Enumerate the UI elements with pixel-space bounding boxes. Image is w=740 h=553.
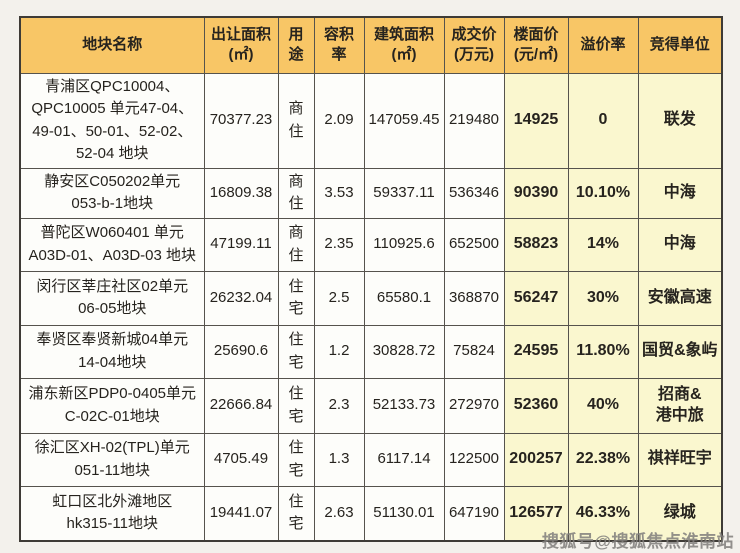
cell-floor-price: 52360 <box>503 377 569 434</box>
cell-floor-price: 56247 <box>503 270 569 326</box>
cell-winner: 安徽高速 <box>637 270 723 326</box>
cell-building-area: 51130.01 <box>363 485 445 542</box>
cell-deal-price: 272970 <box>443 377 505 434</box>
cell-plot-ratio: 2.63 <box>313 485 365 542</box>
col-header-parcel-name: 地块名称 <box>19 16 205 74</box>
cell-plot-ratio: 1.3 <box>313 432 365 487</box>
table-row: 浦东新区PDP0-0405单元 C-02C-01地块 22666.84 住宅 2… <box>19 377 723 434</box>
table-header-row: 地块名称 出让面积 (㎡) 用途 容积率 建筑面积 (㎡) 成交价 (万元) 楼… <box>19 16 723 74</box>
cell-parcel-name: 青浦区QPC10004、 QPC10005 单元47-04、 49-01、50-… <box>19 72 205 169</box>
cell-premium-rate: 14% <box>567 217 639 272</box>
cell-plot-ratio: 2.5 <box>313 270 365 326</box>
cell-floor-price: 58823 <box>503 217 569 272</box>
cell-deal-price: 536346 <box>443 167 505 219</box>
table-row: 徐汇区XH-02(TPL)单元 051-11地块 4705.49 住宅 1.3 … <box>19 432 723 487</box>
cell-use: 商住 <box>277 167 315 219</box>
cell-building-area: 30828.72 <box>363 324 445 379</box>
cell-floor-price: 24595 <box>503 324 569 379</box>
table-row: 虹口区北外滩地区 hk315-11地块 19441.07 住宅 2.63 511… <box>19 485 723 542</box>
col-header-transfer-area: 出让面积 (㎡) <box>203 16 279 74</box>
cell-building-area: 6117.14 <box>363 432 445 487</box>
cell-use: 住宅 <box>277 377 315 434</box>
cell-winner: 招商& 港中旅 <box>637 377 723 434</box>
cell-transfer-area: 16809.38 <box>203 167 279 219</box>
col-header-floor-price: 楼面价 (元/㎡) <box>503 16 569 74</box>
cell-building-area: 65580.1 <box>363 270 445 326</box>
cell-premium-rate: 40% <box>567 377 639 434</box>
col-header-premium-rate: 溢价率 <box>567 16 639 74</box>
cell-premium-rate: 30% <box>567 270 639 326</box>
cell-premium-rate: 46.33% <box>567 485 639 542</box>
cell-parcel-name: 虹口区北外滩地区 hk315-11地块 <box>19 485 205 542</box>
cell-transfer-area: 47199.11 <box>203 217 279 272</box>
land-transactions-table: 地块名称 出让面积 (㎡) 用途 容积率 建筑面积 (㎡) 成交价 (万元) 楼… <box>19 16 723 542</box>
cell-use: 住宅 <box>277 432 315 487</box>
cell-premium-rate: 11.80% <box>567 324 639 379</box>
cell-transfer-area: 26232.04 <box>203 270 279 326</box>
cell-use: 商住 <box>277 217 315 272</box>
cell-parcel-name: 浦东新区PDP0-0405单元 C-02C-01地块 <box>19 377 205 434</box>
cell-building-area: 52133.73 <box>363 377 445 434</box>
cell-use: 住宅 <box>277 270 315 326</box>
cell-deal-price: 122500 <box>443 432 505 487</box>
cell-deal-price: 75824 <box>443 324 505 379</box>
watermark: 搜狐号@搜狐焦点淮南站 <box>541 532 734 551</box>
cell-building-area: 147059.45 <box>363 72 445 169</box>
cell-premium-rate: 22.38% <box>567 432 639 487</box>
cell-winner: 祺祥旺宇 <box>637 432 723 487</box>
col-header-deal-price: 成交价 (万元) <box>443 16 505 74</box>
cell-plot-ratio: 2.3 <box>313 377 365 434</box>
cell-floor-price: 14925 <box>503 72 569 169</box>
cell-use: 住宅 <box>277 324 315 379</box>
cell-floor-price: 200257 <box>503 432 569 487</box>
cell-premium-rate: 10.10% <box>567 167 639 219</box>
cell-parcel-name: 普陀区W060401 单元 A03D-01、A03D-03 地块 <box>19 217 205 272</box>
table-row: 普陀区W060401 单元 A03D-01、A03D-03 地块 47199.1… <box>19 217 723 272</box>
cell-winner: 绿城 <box>637 485 723 542</box>
cell-floor-price: 90390 <box>503 167 569 219</box>
col-header-plot-ratio: 容积率 <box>313 16 365 74</box>
cell-deal-price: 219480 <box>443 72 505 169</box>
cell-transfer-area: 25690.6 <box>203 324 279 379</box>
col-header-building-area: 建筑面积 (㎡) <box>363 16 445 74</box>
col-header-use: 用途 <box>277 16 315 74</box>
cell-floor-price: 126577 <box>503 485 569 542</box>
cell-use: 住宅 <box>277 485 315 542</box>
cell-parcel-name: 闵行区莘庄社区02单元 06-05地块 <box>19 270 205 326</box>
cell-use: 商住 <box>277 72 315 169</box>
cell-deal-price: 652500 <box>443 217 505 272</box>
cell-winner: 国贸&象屿 <box>637 324 723 379</box>
cell-premium-rate: 0 <box>567 72 639 169</box>
cell-deal-price: 368870 <box>443 270 505 326</box>
cell-building-area: 59337.11 <box>363 167 445 219</box>
cell-winner: 中海 <box>637 217 723 272</box>
cell-plot-ratio: 2.09 <box>313 72 365 169</box>
cell-parcel-name: 静安区C050202单元 053-b-1地块 <box>19 167 205 219</box>
table-row: 奉贤区奉贤新城04单元 14-04地块 25690.6 住宅 1.2 30828… <box>19 324 723 379</box>
cell-winner: 中海 <box>637 167 723 219</box>
cell-building-area: 110925.6 <box>363 217 445 272</box>
cell-transfer-area: 22666.84 <box>203 377 279 434</box>
table-row: 闵行区莘庄社区02单元 06-05地块 26232.04 住宅 2.5 6558… <box>19 270 723 326</box>
cell-plot-ratio: 1.2 <box>313 324 365 379</box>
cell-transfer-area: 4705.49 <box>203 432 279 487</box>
cell-transfer-area: 70377.23 <box>203 72 279 169</box>
cell-transfer-area: 19441.07 <box>203 485 279 542</box>
cell-plot-ratio: 2.35 <box>313 217 365 272</box>
cell-parcel-name: 徐汇区XH-02(TPL)单元 051-11地块 <box>19 432 205 487</box>
cell-parcel-name: 奉贤区奉贤新城04单元 14-04地块 <box>19 324 205 379</box>
table-row: 青浦区QPC10004、 QPC10005 单元47-04、 49-01、50-… <box>19 72 723 169</box>
table-row: 静安区C050202单元 053-b-1地块 16809.38 商住 3.53 … <box>19 167 723 219</box>
cell-winner: 联发 <box>637 72 723 169</box>
cell-deal-price: 647190 <box>443 485 505 542</box>
col-header-winner: 竞得单位 <box>637 16 723 74</box>
cell-plot-ratio: 3.53 <box>313 167 365 219</box>
